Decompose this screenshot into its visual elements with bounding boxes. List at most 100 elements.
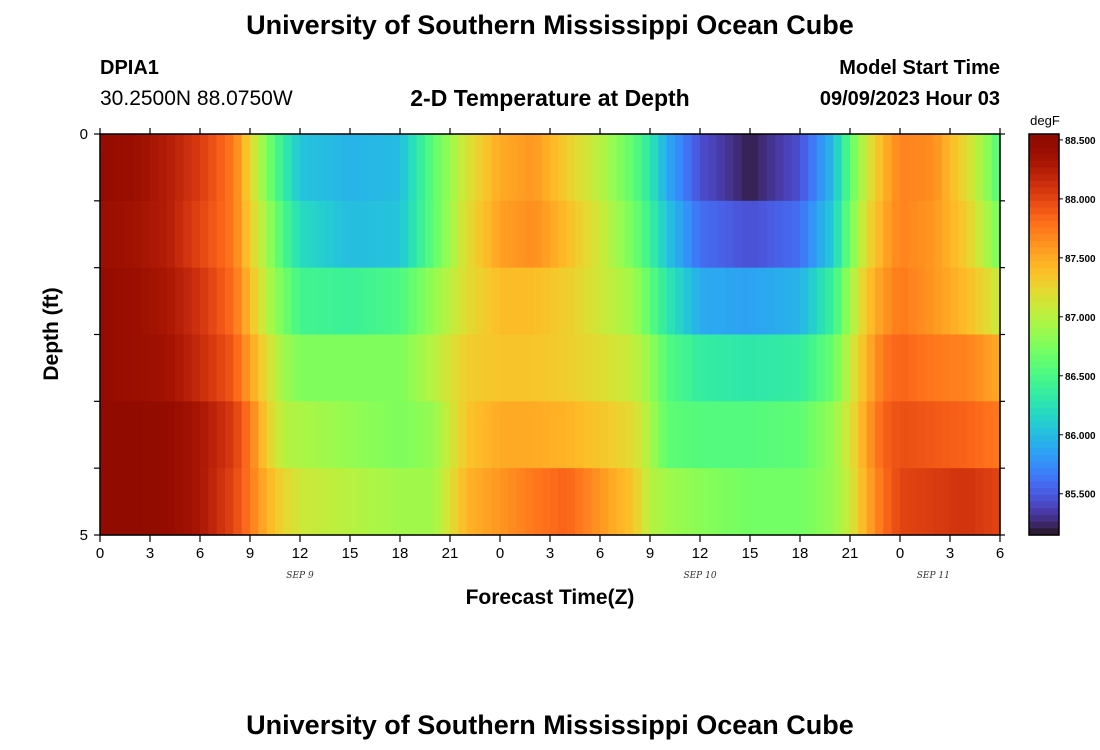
heatmap-cell xyxy=(266,134,276,202)
x-tick-label: 3 xyxy=(146,545,154,562)
heatmap-cell xyxy=(191,401,201,469)
heatmap-cell xyxy=(500,468,509,536)
heatmap-cell xyxy=(341,334,351,402)
heatmap-cell xyxy=(358,267,368,336)
heatmap-cell xyxy=(983,334,993,402)
heatmap-cell xyxy=(858,267,868,336)
heatmap-cell xyxy=(200,267,209,336)
heatmap-cell xyxy=(425,468,434,536)
heatmap-cell xyxy=(183,200,193,269)
heatmap-cell xyxy=(350,334,359,402)
heatmap-cell xyxy=(200,134,209,202)
heatmap-cell xyxy=(225,200,234,269)
heatmap-cell xyxy=(600,334,609,402)
heatmap-cell xyxy=(625,200,634,269)
heatmap-cell xyxy=(833,134,843,202)
heatmap-cell xyxy=(941,468,951,536)
heatmap-cell xyxy=(800,200,809,269)
colorbar-step xyxy=(1029,194,1059,202)
heatmap-cell xyxy=(950,401,959,469)
heatmap-cell xyxy=(325,134,334,202)
heatmap-cell xyxy=(300,200,309,269)
heatmap-cell xyxy=(858,401,868,469)
heatmap-cell xyxy=(350,267,359,336)
heatmap-cell xyxy=(366,468,376,536)
heatmap-cell xyxy=(333,134,343,202)
heatmap-cell xyxy=(958,468,968,536)
y-axis-label: Depth (ft) xyxy=(40,287,63,380)
colorbar-step xyxy=(1029,448,1059,456)
heatmap-cell xyxy=(975,468,984,536)
heatmap-cell xyxy=(750,468,759,536)
heatmap-cell xyxy=(141,267,151,336)
colorbar-step xyxy=(1029,267,1059,275)
heatmap-cell xyxy=(291,401,301,469)
heatmap-cell xyxy=(383,134,393,202)
heatmap-cell xyxy=(158,334,168,402)
heatmap-cell xyxy=(741,468,751,536)
heatmap-cell xyxy=(633,267,643,336)
heatmap-cell xyxy=(691,200,701,269)
heatmap-cell xyxy=(533,401,543,469)
heatmap-cell xyxy=(866,267,876,336)
heatmap-cell xyxy=(850,468,859,536)
heatmap-cell xyxy=(241,468,251,536)
heatmap-cell xyxy=(641,200,651,269)
heatmap-cell xyxy=(850,267,859,336)
heatmap-cell xyxy=(266,468,276,536)
x-tick-label: 0 xyxy=(896,545,904,562)
heatmap-cell xyxy=(166,134,176,202)
date-label: SEP 11 xyxy=(917,571,950,581)
heatmap-cell xyxy=(258,401,268,469)
heatmap-cell xyxy=(525,267,534,336)
date-label: SEP 10 xyxy=(683,571,716,581)
colorbar-step xyxy=(1029,227,1059,235)
heatmap-cell xyxy=(458,334,468,402)
heatmap-cell xyxy=(441,200,451,269)
colorbar-step xyxy=(1029,327,1059,336)
heatmap-cell xyxy=(225,401,234,469)
heatmap-cell xyxy=(233,468,243,536)
heatmap-cell xyxy=(516,267,526,336)
heatmap-cell xyxy=(783,134,793,202)
heatmap-cell xyxy=(933,267,943,336)
heatmap-cell xyxy=(975,200,984,269)
heatmap-cell xyxy=(466,334,476,402)
heatmap-cell xyxy=(708,134,718,202)
heatmap-cell xyxy=(141,334,151,402)
heatmap-cell xyxy=(725,134,734,202)
x-tick-label: 9 xyxy=(646,545,654,562)
heatmap-cell xyxy=(308,267,318,336)
heatmap-cell xyxy=(133,134,143,202)
heatmap-cell xyxy=(583,200,593,269)
model-start-label: Model Start Time xyxy=(839,57,1000,79)
heatmap-cell xyxy=(500,267,509,336)
heatmap-cell xyxy=(208,200,218,269)
heatmap-cell xyxy=(475,200,484,269)
heatmap-cell xyxy=(433,267,443,336)
heatmap-cell xyxy=(400,200,409,269)
colorbar-step xyxy=(1029,474,1059,483)
heatmap-cell xyxy=(300,267,309,336)
heatmap-cell xyxy=(683,334,693,402)
heatmap-cell xyxy=(433,200,443,269)
temperature-heatmap-chart: 0 3 6 9 12 15 18 21 0 3 6 9 12 15 18 21 0 3 6 SEP 9 SEP 10 SE… xyxy=(40,113,1096,609)
heatmap-cell xyxy=(600,200,609,269)
heatmap-cell xyxy=(641,267,651,336)
x-tick-label: 18 xyxy=(792,545,809,562)
heatmap-cell xyxy=(166,468,176,536)
heatmap-cell xyxy=(583,134,593,202)
heatmap-cell xyxy=(525,468,534,536)
x-tick-label: 21 xyxy=(842,545,859,562)
heatmap-cell xyxy=(691,468,701,536)
heatmap-cell xyxy=(108,401,118,469)
heatmap-cell xyxy=(658,468,668,536)
heatmap-cell xyxy=(100,334,109,402)
heatmap-cell xyxy=(408,267,418,336)
heatmap-cell xyxy=(558,334,568,402)
heatmap-cell xyxy=(191,468,201,536)
heatmap-cell xyxy=(966,334,976,402)
heatmap-cell xyxy=(333,401,343,469)
heatmap-cell xyxy=(133,401,143,469)
heatmap-cell xyxy=(466,468,476,536)
